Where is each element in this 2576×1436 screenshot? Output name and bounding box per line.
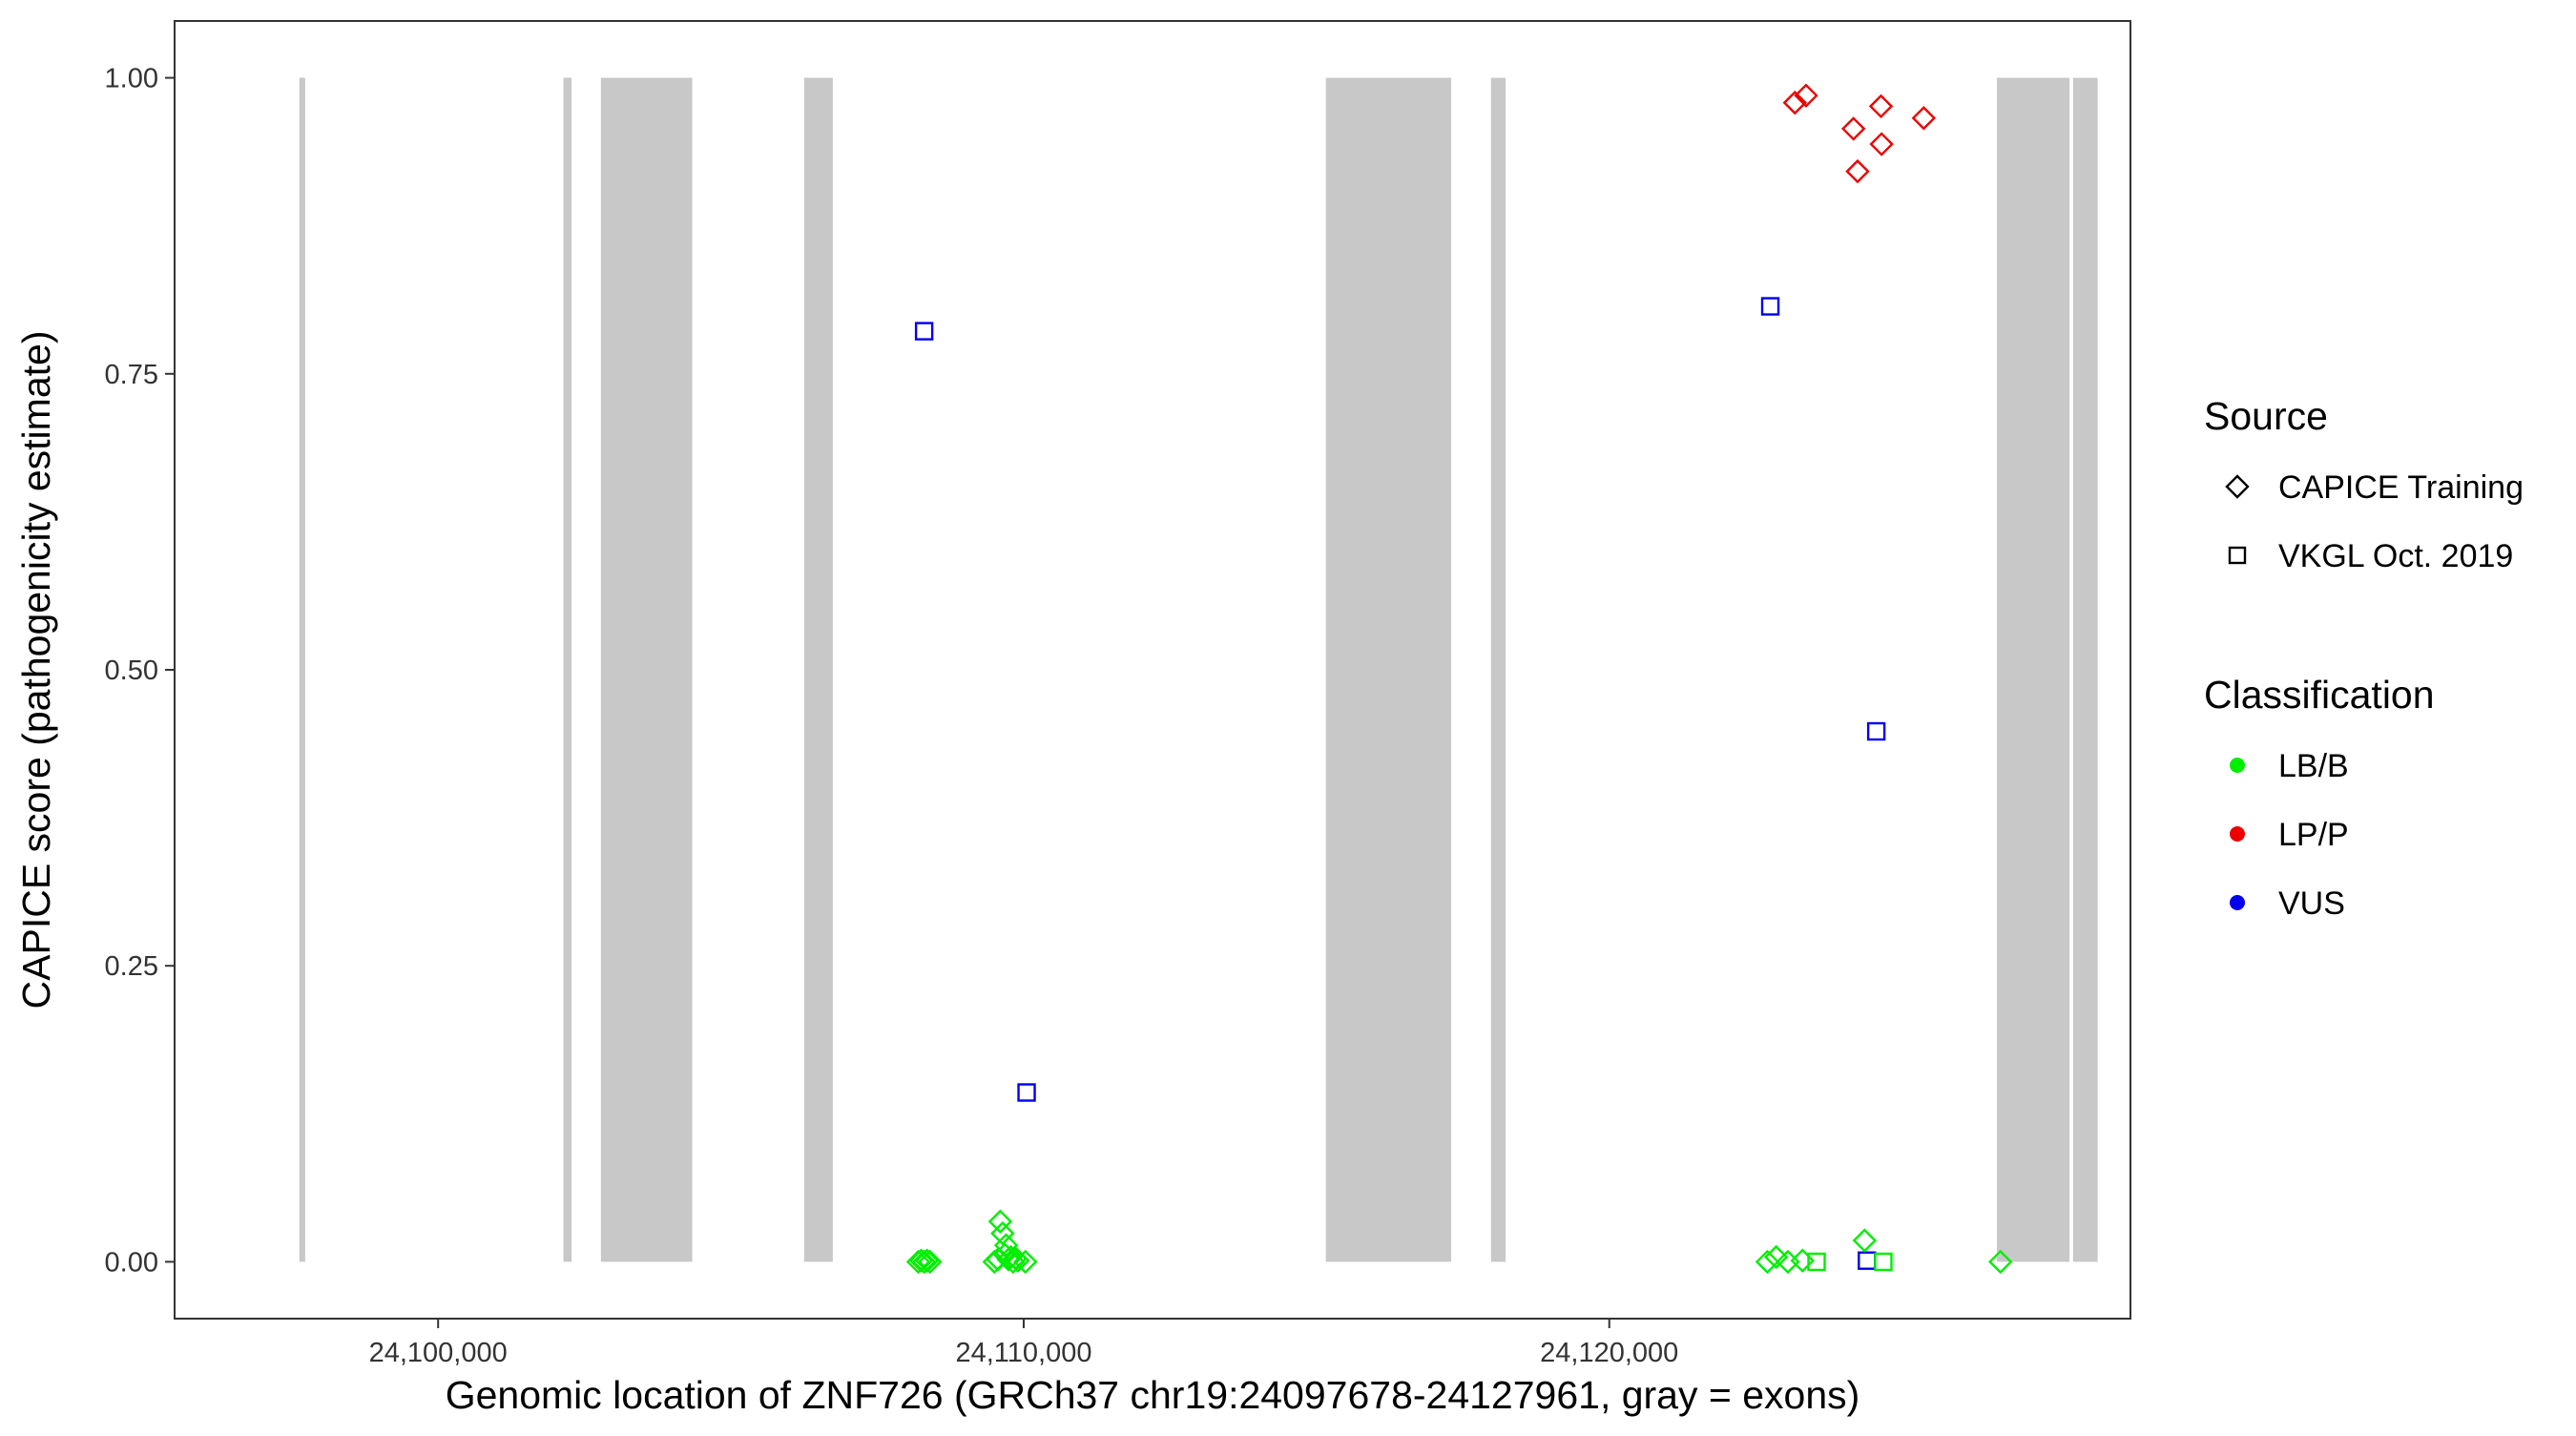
legend-title: Source <box>2204 394 2328 438</box>
x-tick-label: 24,120,000 <box>1540 1338 1678 1368</box>
y-tick-label: 0.00 <box>105 1247 158 1278</box>
x-axis-title: Genomic location of ZNF726 (GRCh37 chr19… <box>446 1373 1860 1417</box>
data-point <box>915 1248 940 1273</box>
legend: Source CAPICE Training VKGL Oct. 2019 Class… <box>2204 394 2524 922</box>
exon-band <box>600 77 693 1262</box>
exon-band <box>1325 77 1452 1262</box>
legend-label: VUS <box>2278 885 2345 922</box>
axis-layer: 24,100,000 24,110,000 24,120,000 0.00 0.25 0.… <box>105 64 1679 1368</box>
data-point <box>908 1248 934 1273</box>
legend-key-dot <box>2230 758 2245 773</box>
data-point <box>1760 297 1780 316</box>
data-point <box>998 1244 1024 1270</box>
data-point <box>1866 721 1886 741</box>
data-point <box>1858 1251 1877 1270</box>
x-tick-label: 24,110,000 <box>955 1338 1091 1368</box>
data-point <box>1807 1252 1826 1272</box>
data-point <box>1911 106 1937 131</box>
y-tick-label: 0.75 <box>105 360 158 390</box>
data-point <box>1763 1244 1789 1270</box>
legend-key-dot <box>2230 826 2245 842</box>
data-point <box>1868 94 1894 119</box>
data-point <box>1874 1252 1893 1272</box>
x-tick-label: 24,100,000 <box>369 1338 508 1368</box>
legend-key-diamond <box>2225 474 2250 499</box>
data-point <box>1006 1248 1030 1273</box>
data-point <box>918 1249 943 1275</box>
legend-key-square <box>2228 546 2247 565</box>
data-point <box>1869 132 1894 156</box>
data-point <box>905 1249 931 1275</box>
data-point <box>1852 1228 1878 1253</box>
legend-title: Classification <box>2204 673 2435 717</box>
data-point <box>1782 90 1808 115</box>
data-point <box>1988 1249 2013 1275</box>
legend-label: CAPICE Training <box>2278 469 2524 506</box>
exon-band <box>563 77 572 1262</box>
exon-layer <box>299 77 2098 1262</box>
y-tick-label: 0.25 <box>105 951 158 982</box>
exon-band <box>1997 77 2070 1262</box>
data-point <box>1013 1249 1038 1275</box>
legend-key-dot <box>2230 895 2245 910</box>
data-point <box>1845 158 1870 184</box>
data-point <box>990 1220 1015 1246</box>
data-point <box>1017 1083 1036 1102</box>
y-tick-label: 1.00 <box>105 64 158 94</box>
data-point <box>911 1249 937 1275</box>
legend-label: LB/B <box>2278 748 2349 784</box>
exon-band <box>299 77 305 1262</box>
exon-band <box>2072 77 2098 1262</box>
y-axis-title: CAPICE score (pathogenicity estimate) <box>14 331 58 1009</box>
data-point <box>1755 1249 1780 1275</box>
data-point <box>987 1209 1013 1234</box>
data-point <box>914 322 934 341</box>
y-tick-label: 0.50 <box>105 656 158 686</box>
exon-band <box>803 77 833 1262</box>
plot-panel-border <box>174 20 2131 1320</box>
legend-label: LP/P <box>2278 817 2349 853</box>
legend-label: VKGL Oct. 2019 <box>2278 538 2513 574</box>
data-point <box>1794 83 1818 108</box>
data-point <box>1840 116 1866 141</box>
point-layer <box>905 83 2013 1275</box>
exon-band <box>1490 77 1506 1262</box>
